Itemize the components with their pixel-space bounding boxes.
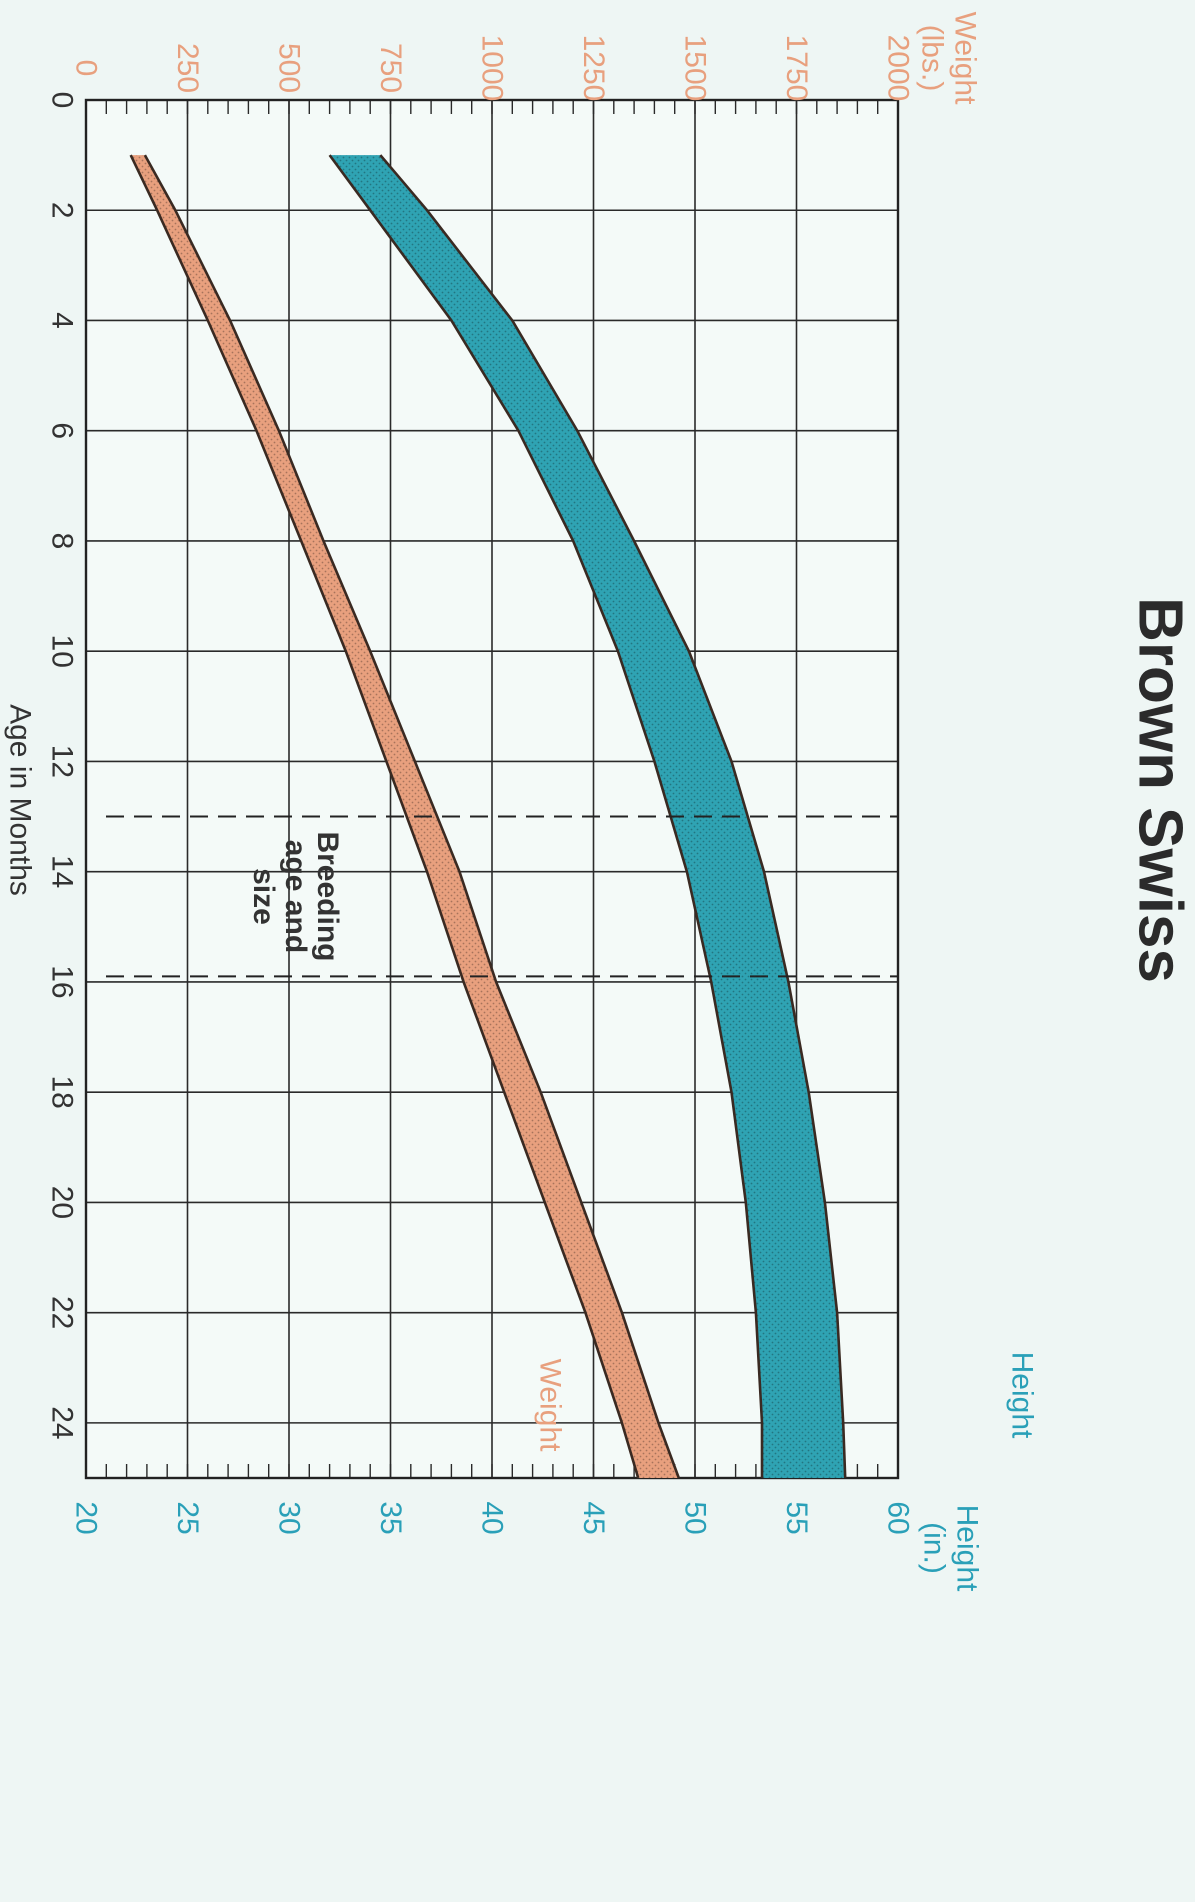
- age-tick-label: 4: [46, 312, 79, 329]
- height-tick-label: 35: [374, 1501, 407, 1534]
- weight-band-texture: [130, 155, 679, 1479]
- breeding-label-line: age and: [279, 840, 312, 953]
- plot-frame: [84, 98, 900, 1480]
- age-tick-label: 6: [46, 422, 79, 439]
- age-tick-label: 12: [46, 745, 79, 778]
- age-tick-label: 18: [46, 1075, 79, 1108]
- weight-tick-label: 1500: [679, 35, 712, 102]
- series-bands: [129, 154, 847, 1479]
- height-tick-label: 40: [476, 1501, 509, 1534]
- age-tick-label: 2: [46, 202, 79, 219]
- height-band-texture: [329, 155, 846, 1479]
- weight-tick-label: 500: [273, 43, 306, 93]
- age-tick-label: 24: [46, 1406, 79, 1439]
- age-tick-label: 0: [46, 92, 79, 109]
- age-tick-label: 10: [46, 635, 79, 668]
- height-series-label: Height: [1006, 1352, 1039, 1439]
- weight-axis-title: Weight: [949, 12, 982, 105]
- weight-tick-label: 750: [374, 43, 407, 93]
- weight-series-label: Weight: [534, 1359, 567, 1452]
- breeding-label-line: size: [247, 868, 280, 925]
- height-tick-label: 60: [882, 1501, 915, 1534]
- weight-axis-unit: (lbs.): [916, 25, 949, 92]
- weight-upper-edge: [143, 154, 681, 1479]
- breeding-label-line: Breeding: [311, 831, 344, 961]
- age-tick-label: 14: [46, 855, 79, 888]
- weight-tick-label: 1000: [476, 35, 509, 102]
- age-axis-title: Age in Months: [4, 704, 37, 896]
- height-axis-unit: (in.): [918, 1522, 951, 1574]
- weight-lower-edge: [129, 154, 640, 1479]
- height-tick-label: 50: [679, 1501, 712, 1534]
- chart-title: Brown Swiss: [1126, 597, 1195, 983]
- weight-tick-label: 1750: [780, 35, 813, 102]
- age-tick-label: 22: [46, 1296, 79, 1329]
- weight-tick-label: 0: [70, 60, 103, 77]
- weight-tick-label: 250: [171, 43, 204, 93]
- height-tick-label: 55: [780, 1501, 813, 1534]
- weight-tick-label: 2000: [882, 35, 915, 102]
- age-tick-label: 8: [46, 533, 79, 550]
- height-tick-label: 45: [577, 1501, 610, 1534]
- age-tick-label: 20: [46, 1186, 79, 1219]
- height-axis-title: Height: [951, 1505, 984, 1592]
- height-tick-label: 25: [171, 1501, 204, 1534]
- height-tick-label: 20: [70, 1501, 103, 1534]
- age-tick-label: 16: [46, 965, 79, 998]
- height-tick-label: 30: [273, 1501, 306, 1534]
- weight-tick-label: 1250: [577, 35, 610, 102]
- height-upper-edge: [379, 154, 847, 1479]
